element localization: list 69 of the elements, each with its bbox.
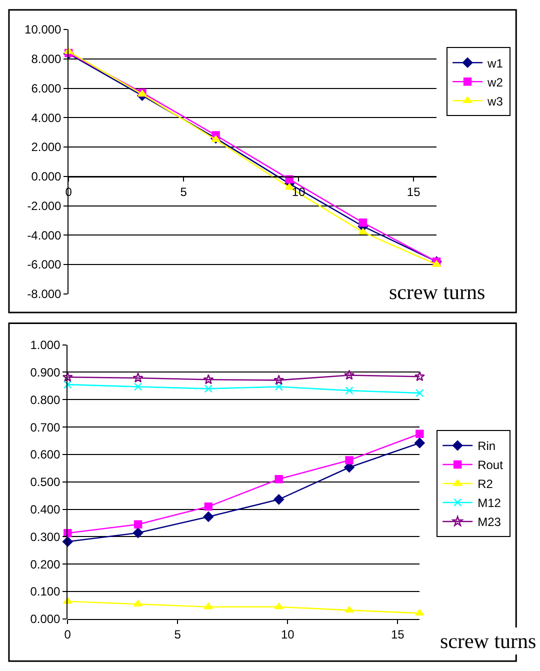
point (64, 380, 72, 389)
point (63, 597, 72, 604)
x-tick-label: 15 (390, 627, 405, 642)
y-tick-label: 0.400 (30, 502, 61, 516)
point (416, 388, 424, 398)
point (345, 456, 354, 464)
point (204, 502, 213, 511)
point (132, 528, 144, 538)
point (344, 606, 354, 613)
point (432, 260, 442, 267)
point (414, 371, 425, 382)
y-tick-label: 0.900 (30, 365, 61, 380)
x-tick-label: 0 (64, 627, 72, 642)
point (274, 602, 284, 610)
x-tick-label: 15 (406, 184, 421, 199)
legend-label: Rout (478, 458, 504, 472)
y-tick-label: 0.600 (30, 448, 61, 462)
legend-label: Rin (478, 439, 496, 454)
point (345, 386, 354, 395)
point (62, 372, 73, 382)
y-tick-label: 0.500 (30, 475, 61, 490)
point (274, 382, 283, 391)
point (132, 372, 144, 383)
legend-label: w1 (486, 56, 504, 70)
y-tick-label: 0.000 (31, 170, 62, 184)
point (204, 384, 213, 393)
point (134, 382, 142, 391)
point (203, 512, 214, 522)
y-tick-label: -2.000 (27, 198, 62, 213)
point (274, 475, 283, 484)
x-axis-title: screw turns (389, 280, 486, 304)
x-tick-label: 10 (280, 627, 295, 642)
legend-label: w3 (486, 94, 504, 108)
y-tick-label: 2.000 (31, 140, 62, 154)
y-tick-label: -4.000 (27, 228, 62, 242)
point (415, 609, 424, 616)
point (358, 228, 368, 235)
point (358, 218, 368, 227)
y-tick-label: 0.200 (30, 557, 61, 572)
legend-label: M23 (478, 515, 502, 530)
legend-label: R2 (478, 477, 494, 492)
point (284, 183, 294, 190)
y-tick-label: 0.700 (30, 420, 61, 434)
point (203, 374, 214, 384)
y-tick-label: 6.000 (31, 81, 62, 96)
y-tick-label: 0.300 (30, 530, 61, 544)
point (344, 370, 355, 380)
y-tick-label: 0.800 (30, 392, 61, 407)
y-tick-label: 4.000 (31, 110, 62, 125)
point (274, 374, 284, 385)
point (134, 520, 142, 528)
point (204, 602, 214, 610)
y-tick-label: -6.000 (27, 258, 62, 272)
y-tick-label: 0.000 (30, 612, 61, 626)
x-axis-title: screw turns (440, 629, 536, 653)
point (416, 430, 424, 438)
y-tick-label: 0.100 (30, 584, 61, 599)
point (285, 175, 294, 184)
x-tick-label: 5 (174, 627, 182, 642)
point (414, 438, 425, 448)
legend-label: w2 (486, 75, 504, 90)
y-tick-label: 8.000 (31, 52, 62, 66)
y-tick-label: 10.000 (24, 22, 62, 37)
point (274, 494, 284, 505)
x-tick-label: 5 (180, 184, 188, 199)
y-tick-label: -8.000 (27, 287, 62, 302)
y-tick-label: 1.000 (30, 338, 61, 352)
point (211, 136, 220, 142)
legend-label: M12 (478, 496, 502, 510)
